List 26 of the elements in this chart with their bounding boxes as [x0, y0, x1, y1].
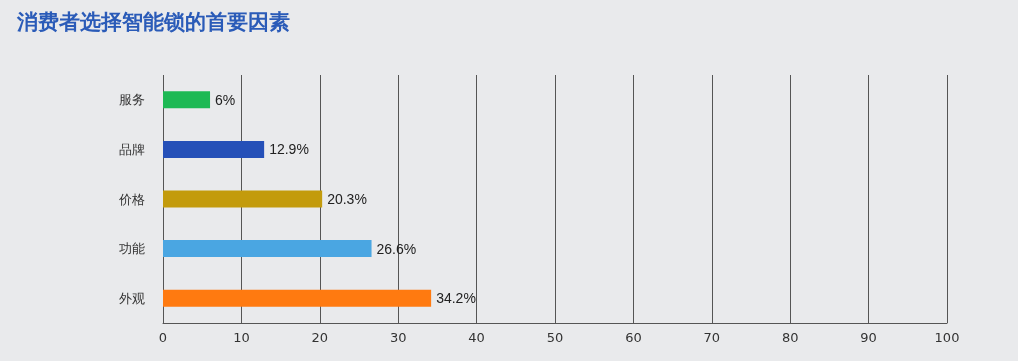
- x-tick-label: 90: [860, 330, 877, 345]
- bar: [163, 140, 265, 158]
- x-tick-label: 80: [781, 330, 799, 345]
- data-label: 12.9%: [269, 141, 309, 158]
- x-tick-label: 30: [389, 330, 407, 345]
- data-label: 6%: [215, 91, 236, 108]
- data-label: 34.2%: [436, 290, 476, 307]
- y-tick-label: 品牌: [119, 141, 145, 157]
- bar: [163, 240, 372, 258]
- y-tick-label: 外观: [119, 290, 145, 306]
- x-tick-label: 60: [625, 330, 642, 345]
- y-tick-label: 服务: [119, 92, 145, 108]
- bar: [163, 289, 432, 307]
- x-tick-label: 10: [233, 330, 250, 345]
- x-tick-label: 20: [311, 330, 329, 345]
- x-tick-label: 50: [546, 330, 564, 345]
- x-tick-label: 40: [468, 330, 485, 345]
- y-tick-label: 功能: [119, 241, 145, 257]
- y-tick-label: 价格: [118, 191, 145, 207]
- x-tick-label: 0: [158, 330, 168, 345]
- bar: [163, 190, 323, 208]
- bar: [163, 91, 211, 109]
- data-label: 20.3%: [327, 191, 367, 207]
- x-tick-label: 70: [703, 330, 721, 345]
- chart-title: 消费者选择智能锁的首要因素: [16, 9, 290, 34]
- x-tick-label: 100: [934, 330, 960, 345]
